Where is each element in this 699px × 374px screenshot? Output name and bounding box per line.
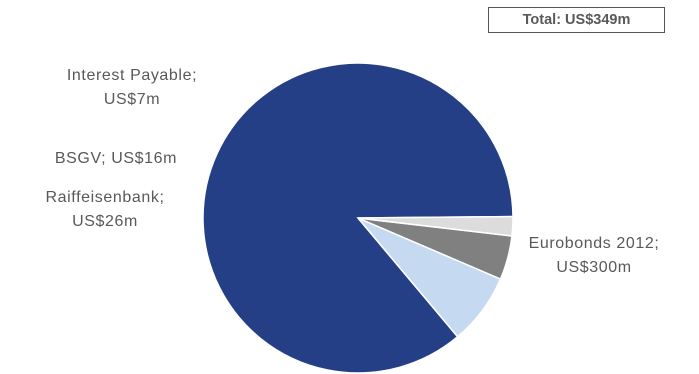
slice-label-line: Eurobonds 2012;: [529, 235, 660, 252]
slice-label-eurobonds-2012: Eurobonds 2012; US$300m: [529, 235, 660, 276]
slice-label-line: US$7m: [104, 91, 160, 108]
total-label: Total: US$349m: [488, 7, 665, 33]
slice-label-line: Raiffeisenbank;: [46, 189, 165, 206]
slice-label-raiffeisenbank: Raiffeisenbank; US$26m: [46, 189, 165, 230]
slice-label-interest-payable: Interest Payable; US$7m: [67, 67, 197, 108]
pie-slice-interest-payable: [357, 215, 514, 237]
slice-label-line: US$300m: [556, 259, 631, 276]
slice-label-line: US$26m: [72, 213, 138, 230]
slice-label-line: Interest Payable;: [67, 67, 197, 84]
slice-label-line: BSGV; US$16m: [55, 150, 177, 167]
slice-label-bsgv: BSGV; US$16m: [55, 150, 177, 167]
